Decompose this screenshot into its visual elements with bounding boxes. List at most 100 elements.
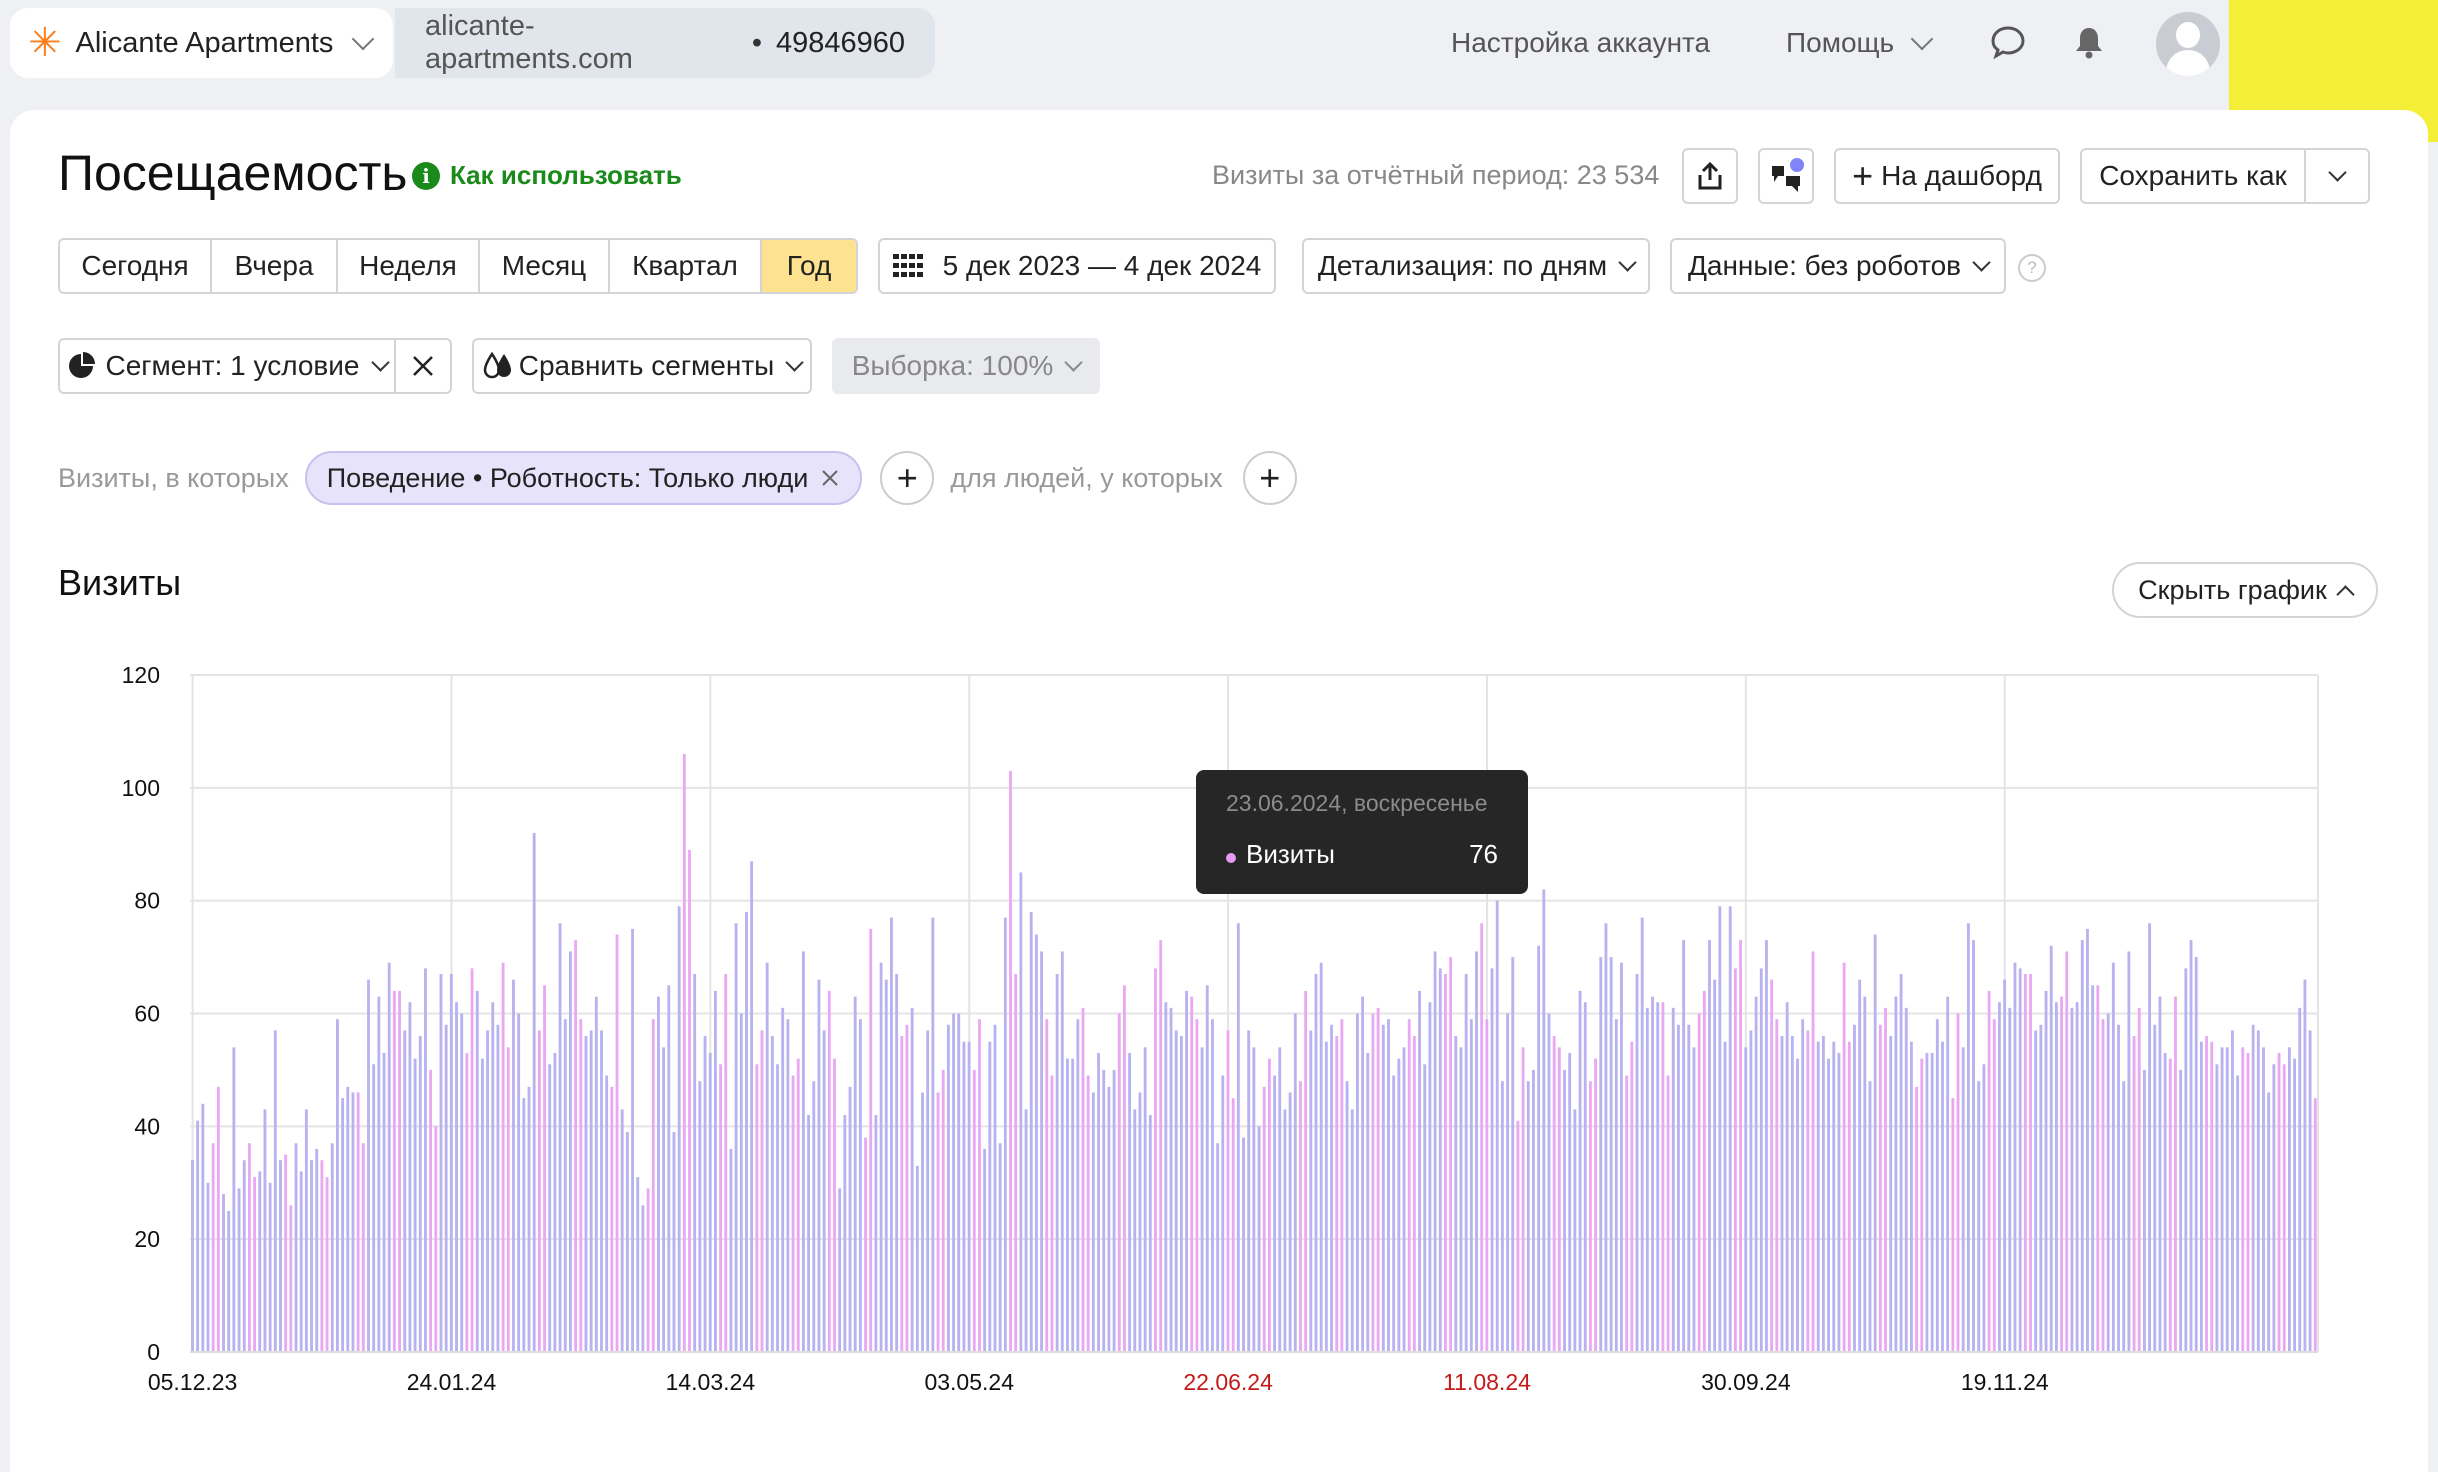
chart-bar[interactable] — [843, 1115, 847, 1352]
chart-bar[interactable] — [729, 1148, 733, 1352]
chart-bar[interactable] — [403, 1030, 407, 1352]
segment-dropdown[interactable]: Сегмент: 1 условие — [58, 338, 396, 394]
chart-bar[interactable] — [858, 1019, 862, 1352]
chart-bar[interactable] — [864, 1137, 867, 1352]
chart-bar[interactable] — [1112, 1069, 1116, 1352]
chart-bar[interactable] — [315, 1148, 319, 1352]
chart-bar[interactable] — [1972, 940, 1975, 1352]
chart-bar[interactable] — [1770, 979, 1774, 1352]
chart-bar[interactable] — [465, 1052, 469, 1352]
chart-bar[interactable] — [801, 951, 805, 1352]
chart-bar[interactable] — [263, 1109, 267, 1352]
chart-bar[interactable] — [1987, 990, 1991, 1352]
chart-bar[interactable] — [273, 1030, 277, 1352]
chart-bar[interactable] — [1692, 1047, 1696, 1352]
chart-bar[interactable] — [1594, 1058, 1598, 1352]
chart-bar[interactable] — [688, 849, 691, 1352]
chart-bar[interactable] — [1371, 1013, 1375, 1353]
chart-bar[interactable] — [1894, 996, 1898, 1352]
detail-dropdown[interactable]: Детализация: по дням — [1302, 238, 1650, 294]
chart-bar[interactable] — [1853, 1024, 1856, 1352]
chart-bar[interactable] — [1656, 1002, 1660, 1352]
chart-bar[interactable] — [1034, 934, 1038, 1352]
chart-bar[interactable] — [1749, 1030, 1753, 1352]
chart-bar[interactable] — [921, 1092, 924, 1352]
chart-bar[interactable] — [356, 1092, 360, 1352]
chart-bar[interactable] — [330, 1143, 334, 1352]
chart-bar[interactable] — [2096, 985, 2100, 1352]
chart-bar[interactable] — [822, 1030, 826, 1352]
chart-bar[interactable] — [2008, 1007, 2012, 1352]
chart-bar[interactable] — [1946, 996, 1950, 1352]
chat-icon[interactable] — [1990, 24, 2026, 60]
chart-bar[interactable] — [693, 974, 697, 1352]
chart-bar[interactable] — [620, 1109, 624, 1352]
chart-bar[interactable] — [1402, 1047, 1406, 1352]
chart-bar[interactable] — [1583, 1002, 1587, 1352]
chart-bar[interactable] — [1532, 1069, 1535, 1352]
chart-bar[interactable] — [279, 1160, 282, 1352]
chart-bar[interactable] — [1935, 1019, 1939, 1352]
chart-bar[interactable] — [1604, 923, 1608, 1352]
chart-bar[interactable] — [2023, 974, 2027, 1352]
chart-bar[interactable] — [1423, 1064, 1427, 1352]
chart-bar[interactable] — [377, 996, 381, 1352]
chart-bar[interactable] — [1625, 1075, 1629, 1352]
chart-bar[interactable] — [532, 832, 536, 1352]
chart-bar[interactable] — [1454, 1036, 1458, 1352]
chart-bar[interactable] — [1511, 957, 1515, 1352]
chart-bar[interactable] — [765, 962, 769, 1352]
chart-bar[interactable] — [615, 934, 619, 1352]
chart-bar[interactable] — [501, 962, 505, 1352]
chart-bar[interactable] — [1661, 1002, 1665, 1352]
chart-bar[interactable] — [1941, 1041, 1944, 1352]
chart-bar[interactable] — [1640, 917, 1644, 1352]
chart-bar[interactable] — [2174, 996, 2177, 1352]
chart-bar[interactable] — [651, 1019, 655, 1352]
condition-chip[interactable]: Поведение • Роботность: Только люди — [304, 451, 863, 505]
chart-bar[interactable] — [1889, 1036, 1893, 1352]
chart-bar[interactable] — [1811, 951, 1815, 1352]
chart-bar[interactable] — [2194, 957, 2198, 1352]
chart-bar[interactable] — [1982, 1064, 1986, 1352]
account-settings-link[interactable]: Настройка аккаунта — [1451, 27, 1711, 58]
chart-bar[interactable] — [392, 990, 396, 1352]
chart-bar[interactable] — [1138, 1092, 1142, 1352]
chart-bar[interactable] — [211, 1143, 215, 1352]
chart-bar[interactable] — [833, 1058, 836, 1352]
chart-bar[interactable] — [1557, 1047, 1561, 1352]
chart-bar[interactable] — [1050, 1075, 1054, 1352]
chart-bar[interactable] — [724, 974, 728, 1352]
chart-bar[interactable] — [1438, 968, 1442, 1352]
chart-bar[interactable] — [2117, 1024, 2120, 1352]
chart-bar[interactable] — [1345, 1081, 1349, 1352]
chart-bar[interactable] — [584, 1036, 588, 1352]
chart-bar[interactable] — [1863, 996, 1867, 1352]
chart-bar[interactable] — [1821, 1036, 1825, 1352]
chart-bar[interactable] — [1071, 1058, 1075, 1352]
chart-bar[interactable] — [1211, 1019, 1214, 1352]
chart-bar[interactable] — [1179, 1036, 1183, 1352]
chart-bar[interactable] — [703, 1036, 707, 1352]
chart-bar[interactable] — [398, 990, 401, 1352]
chart-bar[interactable] — [1780, 1036, 1784, 1352]
chart-bar[interactable] — [1708, 940, 1711, 1352]
chart-bar[interactable] — [1966, 923, 1970, 1352]
chart-bar[interactable] — [983, 1148, 987, 1352]
chart-bar[interactable] — [1480, 923, 1484, 1352]
chart-bar[interactable] — [791, 1075, 795, 1352]
chart-bar[interactable] — [760, 1030, 764, 1352]
chart-bar[interactable] — [1816, 1041, 1820, 1352]
chart-bar[interactable] — [1490, 968, 1494, 1352]
chart-bar[interactable] — [413, 1058, 417, 1352]
chart-bar[interactable] — [677, 906, 681, 1352]
chart-bar[interactable] — [1588, 1081, 1592, 1352]
chart-bar[interactable] — [2282, 1064, 2286, 1352]
chart-bar[interactable] — [915, 1165, 919, 1352]
chart-bar[interactable] — [480, 1058, 484, 1352]
chart-bar[interactable] — [1801, 1019, 1805, 1352]
chart-bar[interactable] — [470, 968, 474, 1352]
chart-bar[interactable] — [1832, 1041, 1836, 1352]
chart-bar[interactable] — [1609, 957, 1613, 1352]
chart-bar[interactable] — [2075, 1002, 2079, 1352]
